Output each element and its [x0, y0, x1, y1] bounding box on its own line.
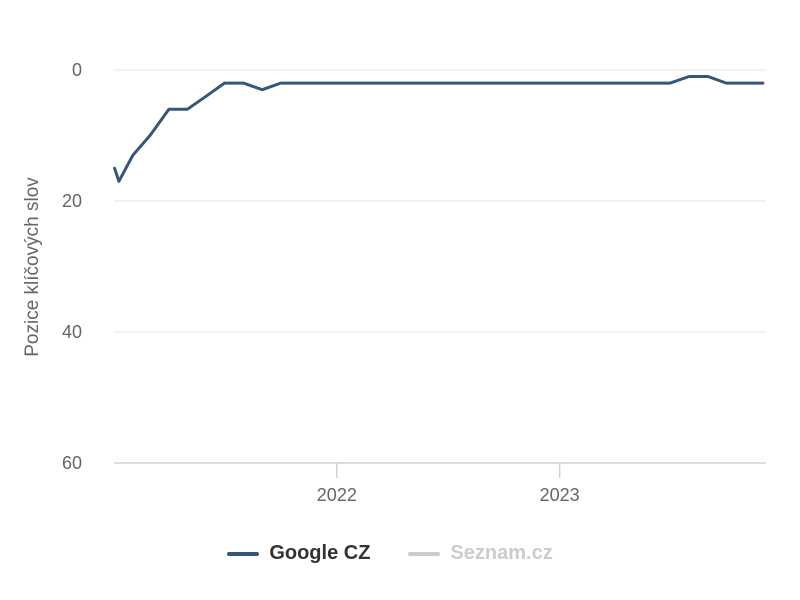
y-tick-label: 60: [62, 453, 82, 473]
x-tick-label: 2023: [540, 485, 580, 505]
series-line-google-cz[interactable]: [113, 75, 765, 183]
y-tick-label: 0: [72, 60, 82, 80]
series-layer: [113, 75, 765, 183]
y-tick-label: 40: [62, 322, 82, 342]
legend: Google CZ Seznam.cz: [0, 542, 780, 565]
legend-label-google-cz: Google CZ: [269, 542, 371, 564]
x-tick-label: 2022: [317, 485, 357, 505]
legend-label-seznam-cz: Seznam.cz: [450, 542, 553, 564]
legend-item-google-cz[interactable]: Google CZ: [227, 542, 370, 565]
legend-item-seznam-cz[interactable]: Seznam.cz: [408, 542, 553, 565]
tick-labels: 0 20 40 60 2022 2023: [62, 60, 580, 505]
x-axis: [336, 463, 561, 478]
y-axis-title: Pozice klíčových slov: [22, 177, 43, 357]
legend-swatch-google-cz: [227, 551, 260, 556]
gridlines: [114, 69, 766, 464]
y-tick-label: 20: [62, 191, 82, 211]
legend-swatch-seznam-cz: [408, 551, 441, 556]
